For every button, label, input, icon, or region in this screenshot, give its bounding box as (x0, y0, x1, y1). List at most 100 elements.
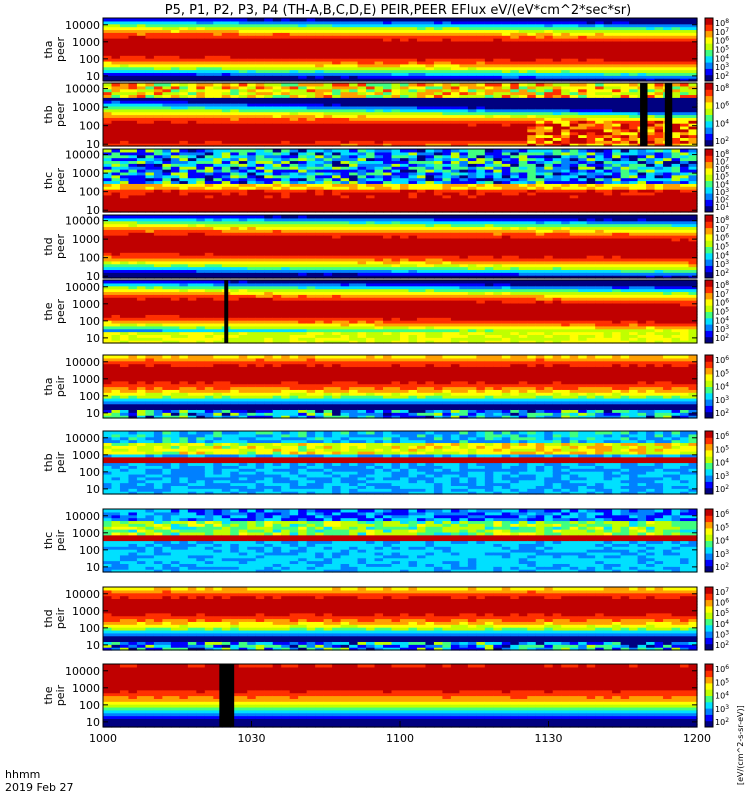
heatmap-cell (272, 49, 282, 53)
heatmap-cell (128, 128, 138, 133)
heatmap-cell (425, 23, 435, 28)
heatmap-cell (552, 23, 562, 28)
heatmap-cell (281, 149, 291, 153)
heatmap-cell (400, 69, 410, 74)
heatmap-cell (136, 69, 147, 74)
heatmap-cell (255, 32, 265, 36)
heatmap-cell (221, 83, 231, 87)
heatmap-cell (654, 69, 664, 74)
heatmap-cell (688, 52, 698, 56)
heatmap-cell (603, 32, 613, 36)
heatmap-cell (637, 35, 647, 39)
heatmap-cell (433, 58, 444, 62)
heatmap-cell (357, 75, 367, 79)
heatmap-cell (238, 128, 248, 133)
heatmap-cell (264, 134, 274, 139)
heatmap-cell (654, 32, 664, 36)
heatmap-cell (612, 75, 622, 79)
heatmap-cell (213, 114, 223, 118)
heatmap-cell (340, 63, 350, 68)
heatmap-cell (671, 63, 681, 68)
heatmap-cell (213, 120, 223, 124)
heatmap-cell (162, 85, 172, 90)
heatmap-cell (484, 26, 494, 31)
heatmap-cell (230, 123, 240, 127)
heatmap-cell (170, 60, 180, 65)
heatmap-cell (221, 63, 231, 68)
heatmap-cell (103, 60, 113, 65)
panel-label: thbpeer (42, 102, 67, 128)
heatmap-cell (433, 55, 444, 59)
heatmap-cell (535, 40, 545, 45)
heatmap-cell (187, 137, 197, 141)
heatmap-cell (264, 78, 274, 82)
heatmap-cell (179, 131, 189, 136)
heatmap-cell (357, 32, 367, 36)
heatmap-cell (586, 23, 596, 28)
heatmap-cell (128, 215, 138, 219)
heatmap-cell (637, 38, 647, 42)
heatmap-cell (425, 75, 435, 79)
heatmap-cell (128, 137, 138, 141)
heatmap-cell (111, 46, 121, 51)
heatmap-cell (637, 52, 647, 56)
heatmap-cell (501, 23, 511, 28)
heatmap-cell (544, 32, 554, 36)
heatmap-cell (111, 103, 121, 107)
heatmap-cell (103, 40, 113, 45)
heatmap-cell (663, 18, 673, 22)
heatmap-cell (204, 43, 214, 48)
heatmap-cell (170, 66, 180, 71)
heatmap-cell (264, 23, 274, 28)
heatmap-cell (179, 69, 189, 74)
heatmap-cell (128, 43, 138, 48)
heatmap-cell (569, 149, 579, 153)
heatmap-cell (162, 72, 172, 76)
heatmap-cell (196, 66, 206, 71)
heatmap-cell (162, 35, 172, 39)
colorbar-segment (705, 55, 713, 63)
heatmap-cell (230, 75, 240, 79)
heatmap-cell (425, 43, 435, 48)
heatmap-cell (187, 49, 197, 53)
heatmap-cell (247, 75, 257, 79)
heatmap-cell (535, 18, 545, 22)
heatmap-cell (425, 52, 435, 56)
heatmap-cell (391, 69, 401, 74)
heatmap-cell (213, 66, 223, 71)
heatmap-cell (595, 60, 605, 65)
heatmap-cell (561, 83, 571, 87)
heatmap-cell (119, 20, 130, 25)
heatmap-cell (264, 94, 274, 98)
heatmap-cell (595, 49, 605, 53)
heatmap-cell (221, 23, 231, 28)
colorbar-segment (705, 68, 713, 76)
heatmap-cell (170, 52, 180, 56)
heatmap-cell (306, 35, 316, 39)
heatmap-cell (103, 85, 113, 90)
heatmap-cell (255, 137, 265, 141)
heatmap-cell (179, 123, 189, 127)
heatmap-cell (603, 63, 613, 68)
heatmap-cell (518, 20, 528, 25)
heatmap-cell (103, 55, 113, 59)
heatmap-cell (552, 69, 562, 74)
heatmap-cell (298, 75, 308, 79)
heatmap-cell (238, 97, 248, 101)
heatmap-cell (187, 63, 197, 68)
heatmap-cell (366, 72, 376, 76)
heatmap-cell (187, 100, 197, 104)
heatmap-cell (281, 58, 291, 62)
heatmap-cell (255, 38, 265, 42)
heatmap-cell (433, 69, 444, 74)
y-tick-label: 100 (79, 53, 100, 66)
heatmap-cell (408, 40, 418, 45)
heatmap-cell (136, 26, 147, 31)
heatmap-cell (204, 66, 214, 71)
heatmap-cell (272, 83, 282, 87)
heatmap-cell (484, 49, 494, 53)
heatmap-cell (476, 55, 486, 59)
heatmap-cell (272, 38, 282, 42)
heatmap-cell (153, 125, 163, 130)
heatmap-cell (332, 38, 342, 42)
